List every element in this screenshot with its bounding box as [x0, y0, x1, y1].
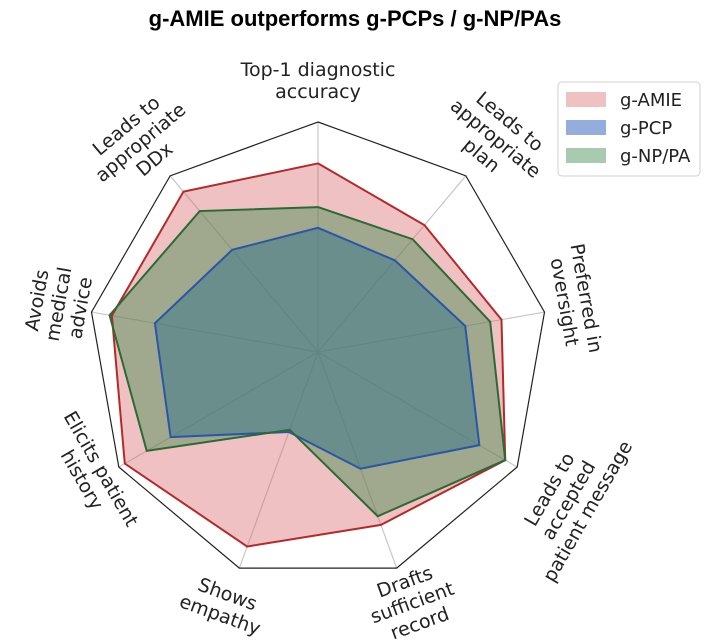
series-line-g-NP/PA	[108, 206, 507, 518]
legend-label: g-PCP	[620, 118, 672, 139]
radar-frame	[90, 121, 546, 569]
series-line-g-AMIE	[110, 162, 507, 548]
axis-label: Preferred inoversight	[544, 242, 607, 359]
legend-label: g-NP/PA	[620, 146, 691, 167]
legend-swatch	[566, 120, 606, 135]
axis-label-line: accuracy	[275, 81, 361, 103]
axis-label: Leads toappropriateDDx	[77, 82, 204, 204]
axis-label: Top-1 diagnostic accuracy	[240, 59, 396, 103]
legend-swatch	[566, 92, 606, 107]
axis-label-line: Top-1 diagnostic	[240, 59, 396, 81]
axis-label: Avoidsmedicaladvice	[20, 262, 98, 347]
legend-box	[557, 81, 701, 177]
series-area-g-NP/PA	[109, 207, 506, 517]
axis-label: Leads toappropriateplan	[432, 78, 559, 200]
series-area-g-PCP	[154, 227, 480, 469]
chart-title: g-AMIE outperforms g-PCPs / g-NP/PAs	[148, 6, 562, 31]
axis-label: Showsempathy	[176, 570, 271, 640]
legend-swatch	[566, 148, 606, 163]
axis-label: Draftssufficientrecord	[360, 557, 465, 640]
axis-label: Leads toacceptedpatient message	[501, 415, 638, 586]
series-line-g-PCP	[153, 226, 481, 470]
legend-label: g-AMIE	[620, 90, 682, 111]
